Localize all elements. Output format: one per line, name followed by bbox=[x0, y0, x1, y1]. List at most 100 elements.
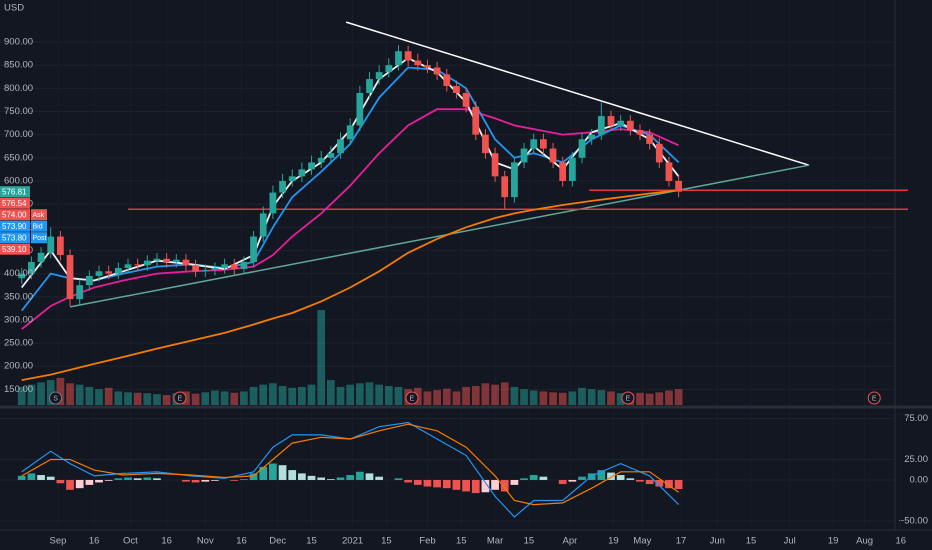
y-tick-label: 700.00 bbox=[4, 129, 33, 140]
x-tick-label: 15 bbox=[306, 536, 317, 547]
volume-bar bbox=[346, 384, 355, 405]
volume-bar bbox=[587, 389, 596, 405]
candle-body bbox=[288, 176, 296, 181]
histogram-bar bbox=[259, 466, 268, 480]
volume-bar bbox=[17, 386, 26, 405]
currency: USD bbox=[4, 3, 24, 14]
histogram-bar bbox=[153, 478, 161, 480]
candle-body bbox=[539, 139, 547, 149]
histogram-bar bbox=[27, 473, 36, 480]
macd-line bbox=[21, 423, 679, 506]
x-tick-label: 16 bbox=[896, 536, 907, 547]
candle-body bbox=[424, 65, 431, 68]
volume-bar bbox=[645, 393, 654, 405]
candle-body bbox=[298, 169, 306, 177]
volume-bar bbox=[326, 380, 335, 405]
x-tick-label: Jul bbox=[784, 536, 796, 547]
price-tag-name: Post bbox=[33, 235, 47, 242]
candle-body bbox=[356, 92, 364, 126]
volume-bar bbox=[394, 386, 403, 405]
candle-body bbox=[28, 262, 35, 274]
candle-body bbox=[501, 176, 509, 198]
y-tick-label: 200.00 bbox=[4, 361, 33, 372]
candle-body bbox=[124, 264, 132, 269]
histogram-bar bbox=[56, 479, 65, 484]
candle-body bbox=[559, 162, 567, 181]
y-tick-label: 25.00 bbox=[904, 454, 928, 465]
candle-body bbox=[259, 213, 267, 237]
y-tick-label: 750.00 bbox=[4, 106, 33, 117]
price-tag-label: 573.80 bbox=[2, 233, 27, 242]
candle-body bbox=[597, 116, 605, 135]
volume-bar bbox=[162, 395, 171, 405]
event-label: E bbox=[872, 395, 877, 402]
candle-body bbox=[665, 162, 673, 181]
x-tick-label: Jun bbox=[710, 536, 725, 547]
event-marker bbox=[173, 391, 187, 405]
candle-body bbox=[153, 258, 161, 261]
volume-bar bbox=[462, 386, 470, 405]
histogram-bar bbox=[104, 479, 113, 481]
y-tick-label: 850.00 bbox=[4, 60, 33, 71]
histogram-bar bbox=[278, 465, 287, 480]
volume-bar bbox=[452, 391, 461, 405]
volume-bar bbox=[520, 389, 528, 405]
volume-bar bbox=[558, 392, 567, 405]
volume-bar bbox=[568, 391, 577, 405]
x-tick-label: Aug bbox=[856, 536, 873, 547]
event-marker bbox=[405, 391, 419, 405]
histogram-bar bbox=[298, 473, 306, 480]
candle-body bbox=[549, 148, 557, 163]
candle-body bbox=[327, 153, 335, 158]
histogram-bar bbox=[326, 479, 335, 480]
volume-bar bbox=[317, 310, 326, 405]
price-tag bbox=[0, 197, 30, 209]
histogram-bar bbox=[307, 475, 316, 480]
volume-bar bbox=[153, 394, 161, 405]
candle-body bbox=[337, 139, 344, 154]
candle-body bbox=[520, 148, 528, 163]
volume-bar bbox=[375, 384, 384, 405]
histogram-bar bbox=[240, 479, 248, 480]
volume-bar bbox=[143, 393, 152, 405]
volume-bar bbox=[124, 392, 132, 405]
candle-body bbox=[626, 120, 634, 131]
histogram-bar bbox=[433, 479, 441, 488]
moving-average bbox=[21, 189, 679, 381]
x-tick-label: Oct bbox=[123, 536, 138, 547]
candle-body bbox=[18, 273, 26, 279]
histogram-bar bbox=[355, 471, 364, 480]
volume-bar bbox=[578, 387, 586, 405]
candle-body bbox=[221, 264, 228, 269]
volume-bar bbox=[549, 392, 557, 405]
candle-body bbox=[636, 130, 644, 135]
price-tag-box bbox=[31, 220, 47, 232]
y-tick-label: 250.00 bbox=[4, 338, 33, 349]
histogram-bar bbox=[182, 479, 190, 482]
histogram-bar bbox=[529, 475, 538, 480]
candle-body bbox=[269, 192, 277, 214]
price-tag bbox=[0, 220, 30, 232]
histogram-bar bbox=[143, 477, 152, 480]
histogram-bar bbox=[114, 478, 123, 480]
volume-bar bbox=[220, 391, 229, 405]
event-marker bbox=[867, 391, 881, 405]
volume-bar bbox=[597, 390, 606, 405]
histogram-bar bbox=[665, 479, 673, 489]
volume-bar bbox=[240, 391, 248, 405]
volume-bar bbox=[423, 391, 432, 405]
volume-bar bbox=[133, 392, 142, 405]
y-tick-label: 800.00 bbox=[4, 83, 33, 94]
volume-bar bbox=[75, 384, 84, 405]
volume-bar bbox=[471, 386, 480, 405]
y-tick-label: 900.00 bbox=[4, 37, 33, 48]
candle-body bbox=[37, 252, 45, 263]
histogram-bar bbox=[17, 475, 26, 480]
x-tick-label: Dec bbox=[269, 536, 286, 547]
histogram-bar bbox=[423, 479, 432, 487]
candle-body bbox=[655, 143, 663, 163]
histogram-bar bbox=[597, 470, 606, 480]
candle-body bbox=[163, 258, 171, 263]
